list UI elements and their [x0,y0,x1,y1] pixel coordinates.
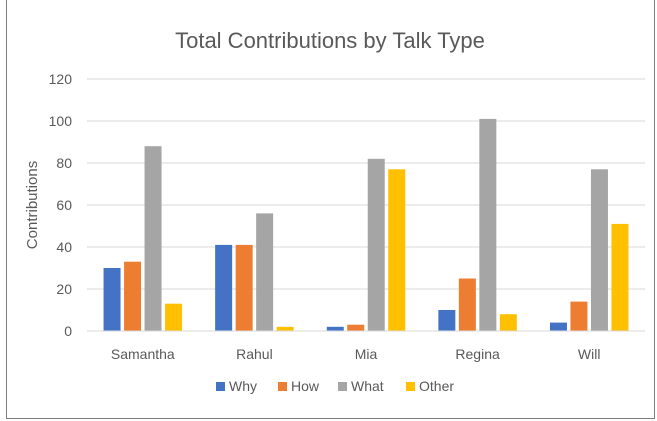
y-tick-label: 20 [56,281,72,297]
bar-why-mia [326,326,344,331]
bar-other-will [611,223,629,331]
legend-label-what: What [351,378,384,394]
bar-why-rahul [215,244,233,331]
legend-label-why: Why [229,378,257,394]
x-tick-labels: Samantha Rahul Mia Regina Will [111,346,601,362]
bars [103,118,629,332]
legend-swatch-how [278,382,287,391]
y-tick-label: 100 [49,113,73,129]
bar-why-regina [438,310,456,331]
legend-swatch-what [338,382,347,391]
legend-label-how: How [291,378,320,394]
bar-what-mia [367,158,385,331]
gridlines [87,78,645,290]
bar-how-regina [458,278,476,331]
x-tick-label: Mia [355,346,378,362]
bar-other-regina [499,314,517,331]
x-tick-label: Will [578,346,601,362]
bar-what-samantha [144,146,162,331]
y-tick-label: 40 [56,239,72,255]
bar-what-regina [479,118,497,332]
chart-frame [6,0,655,419]
y-tick-label: 60 [56,197,72,213]
y-tick-labels: 0 20 40 60 80 100 120 [49,71,73,339]
bar-why-samantha [103,268,121,331]
bar-other-mia [388,169,406,331]
bar-other-samantha [165,303,183,331]
chart-title: Total Contributions by Talk Type [175,28,485,53]
bar-how-mia [347,324,365,331]
bar-other-rahul [276,326,294,331]
legend-label-other: Other [419,378,454,394]
y-tick-label: 120 [49,71,73,87]
y-tick-label: 80 [56,155,72,171]
bar-how-samantha [124,261,142,331]
y-tick-label: 0 [64,323,72,339]
legend-swatch-other [406,382,415,391]
bar-how-will [570,301,588,331]
x-tick-label: Samantha [111,346,175,362]
bar-what-rahul [256,213,274,331]
legend-swatch-why [216,382,225,391]
bar-why-will [549,322,567,331]
bar-what-will [590,169,608,331]
x-tick-label: Regina [455,346,500,362]
x-tick-label: Rahul [236,346,273,362]
bar-how-rahul [235,244,253,331]
y-axis-title: Contributions [24,161,41,249]
legend: Why How What Other [216,378,454,394]
